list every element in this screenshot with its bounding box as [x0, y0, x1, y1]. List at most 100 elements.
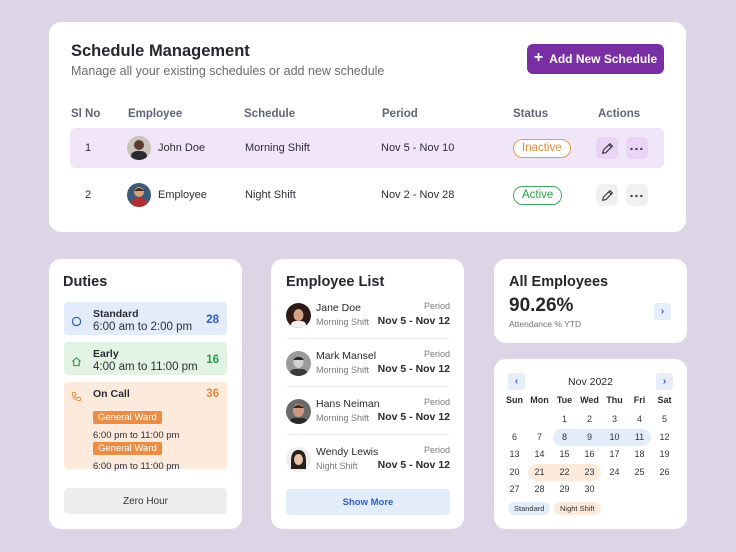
add-new-schedule-button[interactable]: + Add New Schedule — [527, 44, 664, 74]
calendar-next-button[interactable]: › — [656, 373, 673, 390]
calendar-day[interactable]: 5 — [661, 414, 667, 424]
calendar-day[interactable]: 9 — [586, 431, 592, 442]
calendar-day[interactable]: 14 — [534, 449, 545, 460]
row-sl-no: 2 — [85, 189, 92, 201]
weekday-label: Tue — [556, 395, 573, 405]
duty-on-call[interactable]: On Call 36 General Ward 6:00 pm to 11:00… — [64, 382, 227, 472]
duty-name: Standard — [93, 308, 139, 320]
avatar — [127, 183, 151, 207]
calendar-day[interactable]: 29 — [559, 484, 570, 495]
more-options-button[interactable]: ... — [626, 137, 648, 159]
period: Nov 5 - Nov 10 — [381, 142, 455, 154]
period-label: Period — [423, 349, 450, 359]
clock-icon — [71, 314, 82, 332]
employee-name: Employee — [158, 189, 207, 201]
calendar-day[interactable]: 6 — [511, 431, 517, 442]
duty-standard[interactable]: Standard 6:00 am to 2:00 pm 28 — [64, 302, 227, 335]
employee-shift: Morning Shift — [316, 317, 370, 327]
calendar-day[interactable]: 24 — [609, 466, 620, 477]
duty-count: 36 — [206, 388, 219, 400]
list-item[interactable]: Jane Doe Morning Shift Period Nov 5 - No… — [286, 299, 450, 345]
actions-cell: ... — [596, 128, 648, 168]
period-value: Nov 5 - Nov 12 — [377, 315, 450, 327]
calendar-day[interactable]: 20 — [509, 466, 520, 477]
calendar-day[interactable]: 15 — [559, 449, 570, 460]
list-item[interactable]: Wendy Lewis Night Shift Period Nov 5 - N… — [286, 443, 450, 489]
duty-early[interactable]: Early 4:00 am to 11:00 pm 16 — [64, 342, 227, 375]
duty-name: Early — [93, 348, 119, 360]
column-header-employee: Employee — [128, 108, 183, 120]
calendar-day[interactable]: 19 — [659, 449, 670, 460]
calendar-day[interactable]: 23 — [584, 466, 595, 477]
zero-hour-button[interactable]: Zero Hour — [64, 488, 227, 514]
column-header-sl-no: Sl No — [71, 108, 101, 120]
avatar — [286, 447, 311, 472]
on-call-entry: General Ward 6:00 pm to 11:00 pm — [93, 438, 179, 474]
ward-tag: General Ward — [93, 411, 162, 424]
calendar-day[interactable]: 21 — [534, 466, 545, 477]
attendance-subtitle: Attendance % YTD — [509, 319, 582, 329]
column-header-actions: Actions — [598, 108, 641, 120]
ward-tag: General Ward — [93, 442, 162, 455]
calendar-day[interactable]: 28 — [534, 484, 545, 495]
calendar-day[interactable]: 25 — [634, 466, 645, 477]
show-more-button[interactable]: Show More — [286, 489, 450, 515]
avatar — [286, 399, 311, 424]
home-icon — [71, 354, 82, 372]
period-value: Nov 5 - Nov 12 — [377, 363, 450, 375]
calendar-day[interactable]: 1 — [561, 414, 567, 424]
list-item[interactable]: Hans Neiman Morning Shift Period Nov 5 -… — [286, 395, 450, 441]
calendar-prev-button[interactable]: ‹ — [508, 373, 525, 390]
calendar-day[interactable]: 22 — [559, 466, 570, 477]
calendar-day[interactable]: 3 — [611, 414, 617, 424]
calendar-day[interactable]: 13 — [509, 449, 520, 460]
edit-button[interactable] — [596, 184, 618, 206]
calendar-day[interactable]: 16 — [584, 449, 595, 460]
weekday-label: Sat — [657, 395, 672, 405]
calendar-day[interactable]: 18 — [634, 449, 645, 460]
calendar-day[interactable]: 12 — [659, 431, 670, 442]
calendar-day[interactable]: 11 — [634, 431, 645, 442]
column-header-schedule: Schedule — [244, 108, 296, 120]
period: Nov 2 - Nov 28 — [381, 189, 455, 201]
schedule-subtitle: Manage all your existing schedules or ad… — [71, 64, 385, 78]
employee-list-card: Employee List Jane Doe Morning Shift Per… — [271, 259, 464, 529]
status-cell: Active — [513, 175, 563, 215]
calendar-day[interactable]: 10 — [609, 431, 620, 442]
employee-name: Mark Mansel — [316, 350, 377, 362]
calendar-day[interactable]: 7 — [536, 431, 542, 442]
standard-range — [553, 428, 651, 446]
column-header-period: Period — [382, 108, 418, 120]
avatar — [286, 303, 311, 328]
legend-standard: Standard — [508, 502, 551, 515]
employee-shift: Morning Shift — [316, 413, 370, 423]
table-row[interactable]: 1 John Doe Morning Shift Nov 5 - Nov 10 … — [70, 128, 664, 168]
weekday-label: Fri — [633, 395, 646, 405]
divider — [286, 386, 450, 387]
night-shift-range — [528, 463, 601, 481]
all-employees-next-button[interactable]: › — [654, 303, 671, 320]
employee-shift: Morning Shift — [316, 365, 370, 375]
calendar-card: ‹ Nov 2022 › Sun Mon Tue Wed Thu Fri Sat 1 2 3 4 5 6… — [494, 359, 687, 529]
calendar-day[interactable]: 30 — [584, 484, 595, 495]
list-item[interactable]: Mark Mansel Morning Shift Period Nov 5 -… — [286, 347, 450, 393]
chevron-right-icon: › — [660, 306, 665, 317]
chevron-left-icon: ‹ — [514, 376, 519, 387]
add-new-schedule-label: Add New Schedule — [549, 52, 658, 66]
schedule-management-card: Schedule Management Manage all your exis… — [49, 22, 686, 232]
calendar-day[interactable]: 8 — [561, 431, 567, 442]
divider — [286, 338, 450, 339]
pencil-icon — [601, 142, 613, 154]
phone-icon — [71, 389, 82, 407]
all-employees-card: All Employees 90.26% Attendance % YTD › — [494, 259, 687, 343]
table-row[interactable]: 2 Employee Night Shift Nov 2 - Nov 28 Ac… — [70, 175, 664, 215]
edit-button[interactable] — [596, 137, 618, 159]
calendar-day[interactable]: 2 — [586, 414, 592, 424]
calendar-day[interactable]: 17 — [609, 449, 620, 460]
duties-title: Duties — [63, 274, 108, 290]
calendar-day[interactable]: 27 — [509, 484, 520, 495]
weekday-label: Mon — [530, 395, 549, 405]
more-options-button[interactable]: ... — [626, 184, 648, 206]
calendar-day[interactable]: 4 — [636, 414, 642, 424]
calendar-day[interactable]: 26 — [659, 466, 670, 477]
